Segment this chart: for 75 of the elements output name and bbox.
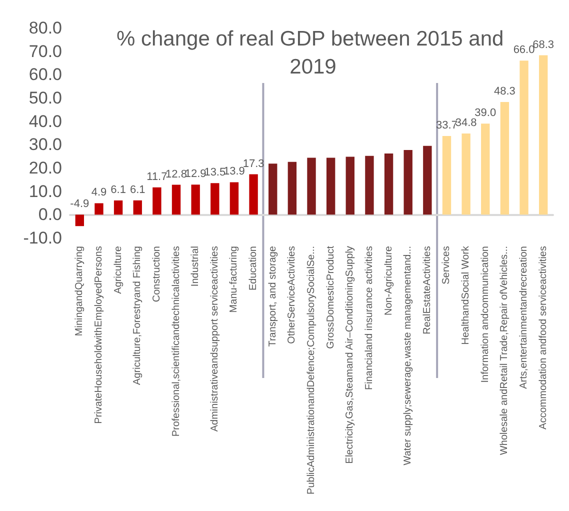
bar [230, 182, 239, 215]
bar [346, 156, 354, 215]
x-tick-label: RealEstateActivities [422, 246, 433, 334]
data-label: -4.9 [70, 198, 90, 210]
x-tick-label: Professional,scientificandtechnicalactivities [170, 246, 182, 437]
x-tick-label: Non-Agriculture [383, 246, 394, 316]
data-label: 13.5 [204, 166, 226, 179]
x-tick-label: Arts,entertainmentandrecreation [518, 246, 530, 389]
x-tick-label: Wholesale andRetail Trade,Repair ofVehicles... [499, 246, 510, 456]
y-tick-label: 50.0 [28, 88, 62, 108]
x-tick-label: Financialand insurance activities [364, 246, 375, 390]
y-tick-label: 80.0 [28, 18, 62, 38]
bar [307, 158, 316, 215]
x-tick-label: OtherServiceActivities [286, 246, 298, 344]
text: % change of real GDP between 2015 and 2019 [116, 28, 510, 78]
data-label: 12.8 [166, 168, 187, 180]
y-tick-label: 40.0 [28, 112, 62, 131]
bar [249, 174, 258, 215]
x-tick-label: Electricity,Gas,Steamand Air–ConditioningSupply [344, 246, 356, 464]
x-tick-label: PublicAdministrationandDefence;CompulsorySocialSe... [306, 246, 317, 494]
bar [481, 124, 490, 215]
x-tick-label: Education [248, 246, 260, 290]
bar [365, 156, 374, 215]
y-tick-label: 0.0 [38, 205, 62, 224]
data-label: 34.8 [455, 116, 477, 129]
x-tick-label: Transport, and storage [267, 246, 278, 347]
y-tick-label: 70.0 [28, 42, 62, 61]
x-tick-label: Water supply;sewerage,waste managementand... [402, 246, 414, 466]
bar [191, 184, 200, 215]
bar [133, 200, 142, 215]
x-tick-label: GrossDomesticProduct [325, 246, 336, 349]
y-tick-label: 30.0 [28, 135, 62, 154]
x-tick-label: Administrativeandsupport serviceactivities [209, 246, 220, 432]
x-tick-label: Accommodation andfood serviceactivities [538, 246, 549, 430]
data-label: 33.7 [436, 120, 458, 132]
y-tick-label: 20.0 [28, 158, 62, 178]
data-label: 39.0 [474, 107, 496, 120]
x-tick-label: Industrial [190, 246, 202, 287]
x-tick-label: Construction [151, 246, 162, 302]
data-label: 66.0 [513, 44, 535, 56]
x-tick-label: MiningandQuarrying [74, 246, 86, 336]
x-tick-label: PrivateHouseholdwithEmployedPersons [93, 246, 104, 424]
bar [94, 203, 104, 215]
x-tick-label: Manu-facturing [228, 246, 240, 313]
data-label: 12.9 [184, 168, 206, 180]
bar [114, 200, 123, 215]
data-label: 13.9 [224, 166, 245, 178]
data-label: 48.3 [494, 85, 516, 98]
x-tick-label: Information andcommunication [480, 246, 491, 383]
x-tick-label: Agriculture [112, 246, 124, 294]
data-label: 6.1 [130, 184, 146, 196]
bar [384, 154, 394, 215]
bar [326, 158, 336, 215]
bar [404, 150, 412, 215]
data-label: 6.1 [110, 184, 126, 196]
y-tick-label: -10.0 [23, 228, 62, 248]
bar [152, 187, 162, 215]
bar [288, 162, 297, 215]
bar [210, 183, 220, 215]
bar [423, 146, 432, 215]
x-tick-label: Services [441, 246, 452, 284]
y-tick-label: 10.0 [28, 182, 62, 201]
x-tick-label: HealthandSocial Work [460, 245, 472, 345]
bar [442, 136, 452, 215]
data-label: 4.9 [91, 186, 107, 199]
bar [500, 102, 510, 215]
bar [520, 60, 528, 215]
bar [268, 164, 278, 215]
x-tick-label: Agriculture,Forestryand Fishing [132, 246, 144, 385]
bar [75, 214, 84, 226]
bar [462, 133, 470, 215]
bar [538, 55, 548, 215]
data-label: 11.7 [146, 170, 168, 183]
y-tick-label: 60.0 [28, 65, 62, 84]
bar [172, 184, 181, 215]
